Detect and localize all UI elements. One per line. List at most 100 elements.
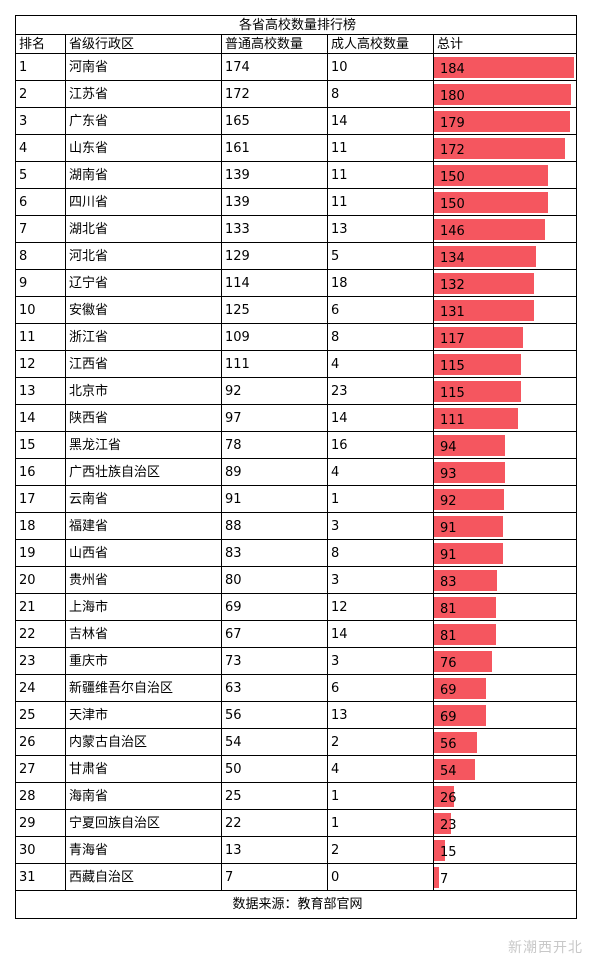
total-bar — [434, 192, 549, 213]
total-value: 56 — [440, 736, 457, 752]
cell-regular: 139 — [221, 161, 328, 189]
source-row: 数据来源：教育部官网 — [15, 890, 577, 919]
table-row: 8 河北省 129 5 134 — [15, 242, 577, 270]
cell-rank: 8 — [15, 242, 66, 270]
cell-total: 115 — [433, 377, 577, 405]
cell-province: 内蒙古自治区 — [65, 728, 222, 756]
total-value: 180 — [440, 88, 465, 104]
total-value: 132 — [440, 277, 465, 293]
cell-rank: 28 — [15, 782, 66, 810]
total-bar — [434, 84, 571, 105]
total-bar — [434, 381, 522, 402]
cell-rank: 12 — [15, 350, 66, 378]
total-bar — [434, 516, 504, 537]
cell-adult: 1 — [327, 809, 434, 837]
table-row: 3 广东省 165 14 179 — [15, 107, 577, 135]
cell-province: 江苏省 — [65, 80, 222, 108]
cell-regular: 54 — [221, 728, 328, 756]
cell-adult: 14 — [327, 620, 434, 648]
cell-province: 天津市 — [65, 701, 222, 729]
cell-adult: 14 — [327, 107, 434, 135]
cell-rank: 24 — [15, 674, 66, 702]
cell-total: 76 — [433, 647, 577, 675]
cell-province: 辽宁省 — [65, 269, 222, 297]
total-bar — [434, 408, 519, 429]
total-value: 94 — [440, 439, 457, 455]
cell-rank: 14 — [15, 404, 66, 432]
cell-regular: 97 — [221, 404, 328, 432]
table-row: 5 湖南省 139 11 150 — [15, 161, 577, 189]
total-bar — [434, 678, 487, 699]
cell-adult: 3 — [327, 647, 434, 675]
cell-province: 吉林省 — [65, 620, 222, 648]
cell-regular: 172 — [221, 80, 328, 108]
total-bar — [434, 246, 536, 267]
total-value: 134 — [440, 250, 465, 266]
cell-total: 184 — [433, 53, 577, 81]
cell-province: 甘肃省 — [65, 755, 222, 783]
total-value: 115 — [440, 358, 465, 374]
cell-regular: 83 — [221, 539, 328, 567]
cell-rank: 11 — [15, 323, 66, 351]
cell-rank: 7 — [15, 215, 66, 243]
header-rank: 排名 — [15, 34, 66, 54]
total-bar — [434, 462, 505, 483]
cell-regular: 111 — [221, 350, 328, 378]
cell-total: 26 — [433, 782, 577, 810]
total-bar — [434, 543, 504, 564]
total-bar — [434, 489, 504, 510]
cell-adult: 23 — [327, 377, 434, 405]
total-bar — [434, 840, 446, 861]
cell-province: 河北省 — [65, 242, 222, 270]
cell-province: 云南省 — [65, 485, 222, 513]
cell-rank: 15 — [15, 431, 66, 459]
cell-adult: 3 — [327, 566, 434, 594]
cell-adult: 1 — [327, 485, 434, 513]
cell-regular: 92 — [221, 377, 328, 405]
cell-total: 92 — [433, 485, 577, 513]
cell-regular: 109 — [221, 323, 328, 351]
cell-total: 81 — [433, 620, 577, 648]
total-bar — [434, 651, 492, 672]
table-row: 31 西藏自治区 7 0 7 — [15, 863, 577, 891]
cell-total: 91 — [433, 512, 577, 540]
source-note: 数据来源：教育部官网 — [15, 890, 577, 919]
cell-province: 上海市 — [65, 593, 222, 621]
cell-regular: 22 — [221, 809, 328, 837]
total-value: 81 — [440, 601, 457, 617]
cell-rank: 9 — [15, 269, 66, 297]
total-value: 15 — [440, 844, 457, 860]
cell-adult: 4 — [327, 755, 434, 783]
cell-regular: 73 — [221, 647, 328, 675]
cell-regular: 80 — [221, 566, 328, 594]
total-bar — [434, 273, 535, 294]
total-bar — [434, 219, 545, 240]
cell-adult: 16 — [327, 431, 434, 459]
cell-adult: 6 — [327, 296, 434, 324]
cell-province: 浙江省 — [65, 323, 222, 351]
cell-adult: 10 — [327, 53, 434, 81]
table-row: 23 重庆市 73 3 76 — [15, 647, 577, 675]
cell-province: 山西省 — [65, 539, 222, 567]
total-value: 91 — [440, 547, 457, 563]
table-row: 15 黑龙江省 78 16 94 — [15, 431, 577, 459]
cell-adult: 11 — [327, 188, 434, 216]
total-bar — [434, 327, 523, 348]
cell-regular: 125 — [221, 296, 328, 324]
cell-rank: 2 — [15, 80, 66, 108]
table-row: 21 上海市 69 12 81 — [15, 593, 577, 621]
total-value: 83 — [440, 574, 457, 590]
total-value: 54 — [440, 763, 457, 779]
cell-rank: 13 — [15, 377, 66, 405]
total-value: 23 — [440, 817, 457, 833]
cell-total: 56 — [433, 728, 577, 756]
cell-total: 150 — [433, 188, 577, 216]
table-row: 28 海南省 25 1 26 — [15, 782, 577, 810]
total-bar — [434, 813, 452, 834]
total-value: 26 — [440, 790, 457, 806]
watermark: 新潮西开北 — [508, 940, 583, 956]
table-row: 29 宁夏回族自治区 22 1 23 — [15, 809, 577, 837]
cell-province: 黑龙江省 — [65, 431, 222, 459]
cell-adult: 13 — [327, 215, 434, 243]
total-bar — [434, 57, 574, 78]
